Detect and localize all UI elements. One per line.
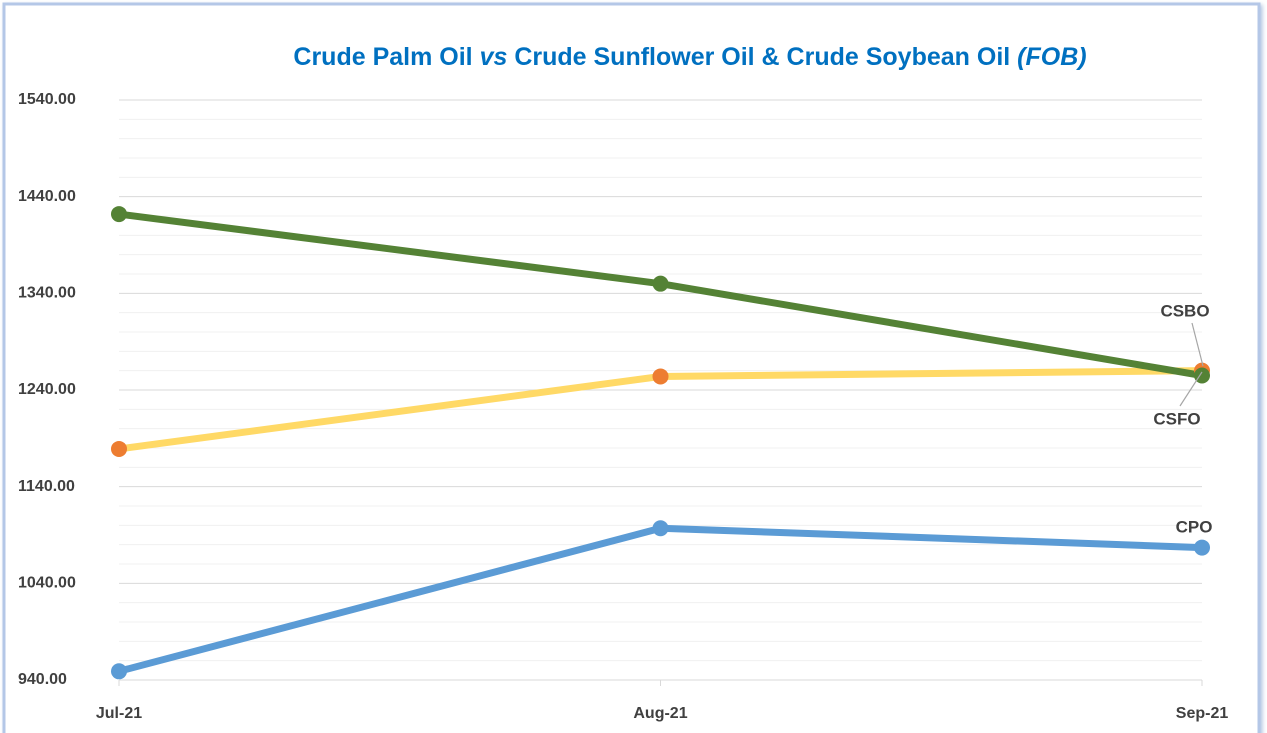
leader-line [1179, 371, 1203, 407]
data-point [652, 520, 669, 537]
plot: CPO CSBO CSFO [111, 206, 1213, 680]
data-point [111, 206, 127, 223]
data-point [652, 368, 669, 385]
x-tick-label: Aug-21 [633, 705, 687, 722]
y-tick-label: 1340.00 [18, 285, 76, 302]
data-point [1194, 367, 1210, 384]
data-point [111, 440, 127, 457]
y-tick-label: 1140.00 [18, 478, 75, 495]
title-part: Crude Palm Oil [293, 43, 479, 71]
series-label: CSFO [1153, 409, 1200, 428]
data-point [111, 663, 127, 680]
y-tick-label: 1540.00 [18, 91, 76, 108]
leader-line [1191, 322, 1204, 367]
y-tick-label: 1040.00 [18, 575, 76, 592]
title-part: Crude Sunflower Oil & Crude Soybean Oil [507, 43, 1017, 71]
y-tick-label: 940.00 [18, 671, 67, 688]
title-part: vs [480, 43, 508, 71]
series-label: CSBO [1160, 301, 1209, 320]
data-point [652, 275, 669, 292]
data-point [1194, 539, 1210, 556]
y-tick-label: 1240.00 [18, 381, 76, 398]
chart-title: Crude Palm Oil vs Crude Sunflower Oil & … [293, 43, 1086, 71]
x-tick-label: Sep-21 [1176, 705, 1229, 722]
y-tick-label: 1440.00 [18, 188, 76, 205]
title-part: (FOB) [1017, 43, 1086, 71]
x-tick-label: Jul-21 [96, 705, 142, 722]
series-label: CPO [1176, 517, 1213, 536]
